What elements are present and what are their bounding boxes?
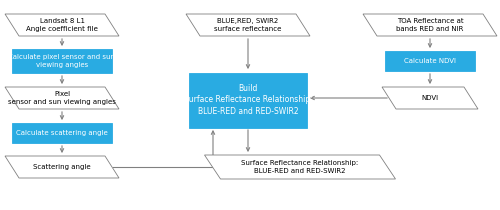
Text: TOA Reflectance at
bands RED and NIR: TOA Reflectance at bands RED and NIR (396, 18, 464, 32)
Polygon shape (204, 155, 396, 179)
Text: Build
Surface Reflectance Relationship:
BLUE-RED and RED-SWIR2: Build Surface Reflectance Relationship: … (184, 84, 312, 116)
Polygon shape (5, 156, 119, 178)
Text: Calculate pixel sensor and sun
viewing angles: Calculate pixel sensor and sun viewing a… (8, 54, 116, 68)
Polygon shape (363, 14, 497, 36)
Bar (385, 51, 475, 71)
Polygon shape (5, 14, 119, 36)
Text: BLUE,RED, SWIR2
surface reflectance: BLUE,RED, SWIR2 surface reflectance (214, 18, 282, 32)
Text: Calculate scattering angle: Calculate scattering angle (16, 130, 108, 136)
Polygon shape (186, 14, 310, 36)
Bar (189, 72, 307, 127)
Polygon shape (5, 87, 119, 109)
Text: Calculate NDVI: Calculate NDVI (404, 58, 456, 64)
Text: Pixel
sensor and sun viewing angles: Pixel sensor and sun viewing angles (8, 91, 116, 105)
Bar (12, 49, 112, 73)
Text: Scattering angle: Scattering angle (33, 164, 91, 170)
Text: NDVI: NDVI (422, 95, 438, 101)
Text: Surface Reflectance Relationship:
BLUE-RED and RED-SWIR2: Surface Reflectance Relationship: BLUE-R… (242, 160, 358, 174)
Bar (12, 123, 112, 143)
Text: Landsat 8 L1
Angle coefficient file: Landsat 8 L1 Angle coefficient file (26, 18, 98, 32)
Polygon shape (382, 87, 478, 109)
